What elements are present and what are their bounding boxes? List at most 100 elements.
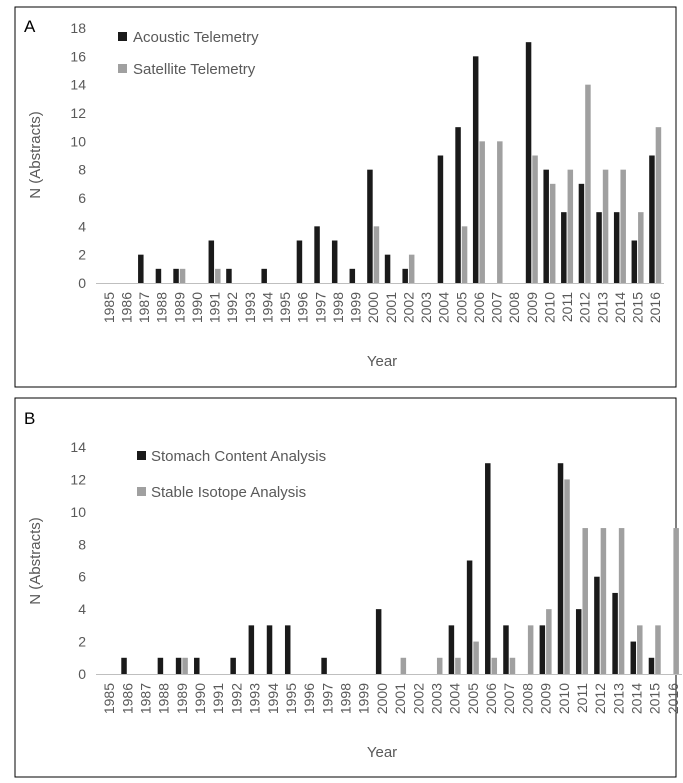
bar-s1-2002 <box>402 268 408 283</box>
x-tick-label: 1987 <box>136 292 152 323</box>
bar-s1-2013 <box>612 592 618 674</box>
bar-s1-2001 <box>384 254 391 283</box>
x-tick-label: 1986 <box>119 683 135 714</box>
y-tick-label: 0 <box>78 666 86 682</box>
bar-s1-1989 <box>175 657 182 674</box>
bar-s2-2001 <box>400 657 407 674</box>
bar-s2-1991 <box>215 268 221 283</box>
bar-s1-1998 <box>331 240 338 283</box>
legend-label: Stable Isotope Analysis <box>151 484 306 501</box>
bar-s1-1992 <box>226 268 232 283</box>
bar-s1-2014 <box>630 641 637 674</box>
bar-s1-2004 <box>448 625 455 674</box>
x-tick-label: 2009 <box>524 292 540 323</box>
bar-s1-2000 <box>367 169 373 283</box>
bar-s1-2012 <box>594 576 600 674</box>
bar-s1-2005 <box>455 127 461 284</box>
x-tick-label: 2016 <box>647 292 663 323</box>
x-tick-label: 2011 <box>559 292 575 322</box>
bar-s2-2011 <box>582 528 588 674</box>
bar-s2-2006 <box>479 141 485 283</box>
y-tick-label: 0 <box>78 275 86 291</box>
x-tick-label: 2010 <box>556 683 572 714</box>
legend-label: Acoustic Telemetry <box>133 29 259 46</box>
x-tick-label: 2016 <box>665 683 681 714</box>
bar-s1-1996 <box>296 240 303 283</box>
bar-s1-1989 <box>173 268 179 283</box>
x-tick-label: 2015 <box>647 683 663 714</box>
y-tick-label: 4 <box>78 218 86 234</box>
y-tick-label: 8 <box>78 536 86 552</box>
bar-s1-1992 <box>230 657 236 674</box>
x-tick-label: 2004 <box>447 683 463 714</box>
bar-s1-2012 <box>578 183 585 283</box>
bar-s1-2009 <box>539 625 546 674</box>
legend-label: Stomach Content Analysis <box>151 448 326 465</box>
panel-label: B <box>24 409 35 428</box>
bar-s1-1988 <box>155 268 162 283</box>
bar-s1-1994 <box>266 625 273 674</box>
x-tick-label: 2000 <box>365 292 381 323</box>
panel-frame <box>14 397 677 778</box>
x-tick-label: 1992 <box>228 683 244 714</box>
x-tick-label: 2014 <box>629 683 645 714</box>
bar-s1-1997 <box>314 226 320 283</box>
y-tick-label: 2 <box>78 634 86 650</box>
bar-s2-2005 <box>473 641 479 674</box>
bar-s2-2010 <box>564 479 570 674</box>
y-tick-label: 2 <box>78 247 86 263</box>
bar-s1-1994 <box>261 268 267 283</box>
bar-s1-2011 <box>561 212 567 283</box>
panel-label: A <box>24 17 36 36</box>
x-tick-label: 1991 <box>207 292 223 323</box>
bar-s2-1989 <box>182 657 188 674</box>
x-tick-label: 2001 <box>392 683 408 714</box>
x-tick-label: 2011 <box>574 683 590 713</box>
bar-s1-2015 <box>648 657 655 674</box>
bar-s1-1988 <box>157 657 164 674</box>
bar-s2-2013 <box>618 528 625 674</box>
x-tick-label: 1997 <box>319 683 335 714</box>
bar-s2-2005 <box>461 226 468 283</box>
panel-frame <box>14 6 677 388</box>
bar-s1-1995 <box>284 625 291 674</box>
bar-s1-2013 <box>596 212 602 283</box>
bar-s2-2007 <box>509 657 516 674</box>
bar-s1-2005 <box>466 560 473 674</box>
y-tick-label: 12 <box>70 105 86 121</box>
x-tick-label: 1997 <box>312 292 328 323</box>
bar-s2-2014 <box>637 625 643 674</box>
x-tick-label: 2007 <box>489 292 505 323</box>
bar-s2-2012 <box>585 84 591 284</box>
bar-s1-2004 <box>437 155 444 283</box>
x-tick-label: 1998 <box>338 683 354 714</box>
x-tick-label: 1993 <box>242 292 258 323</box>
x-tick-label: 1995 <box>283 683 299 714</box>
x-axis-title: Year <box>367 353 397 370</box>
bar-s1-1986 <box>121 657 127 674</box>
bar-s2-2010 <box>549 183 556 283</box>
bar-s1-2006 <box>485 463 491 674</box>
y-tick-label: 6 <box>78 190 86 206</box>
bar-s1-2016 <box>649 155 655 283</box>
x-tick-label: 2006 <box>471 292 487 323</box>
x-tick-label: 1988 <box>154 292 170 323</box>
x-tick-label: 2005 <box>465 683 481 714</box>
bar-s1-1987 <box>138 254 144 283</box>
bar-s1-1991 <box>208 240 215 283</box>
x-tick-label: 2010 <box>541 292 557 323</box>
y-tick-label: 6 <box>78 569 86 585</box>
y-tick-label: 10 <box>70 133 86 149</box>
bar-s2-1989 <box>179 268 186 283</box>
x-tick-label: 1991 <box>210 683 226 714</box>
bar-s1-1993 <box>248 625 255 674</box>
x-tick-label: 2008 <box>506 292 522 323</box>
x-tick-label: 2013 <box>594 292 610 323</box>
x-tick-label: 1996 <box>295 292 311 323</box>
x-tick-label: 1989 <box>171 292 187 323</box>
x-tick-label: 1996 <box>301 683 317 714</box>
bar-s2-2002 <box>408 254 415 283</box>
